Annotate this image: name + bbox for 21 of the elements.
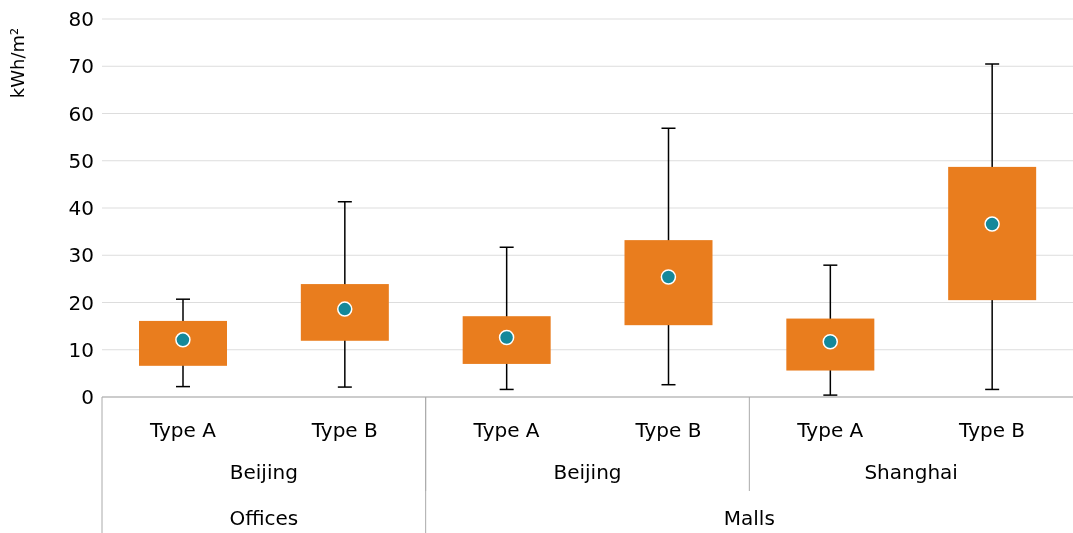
text: Beijing (229, 460, 298, 484)
text: Offices (229, 506, 299, 530)
y-tick-label: 60 (68, 101, 94, 126)
text: Malls (723, 506, 775, 530)
y-tick-label: 80 (68, 7, 94, 32)
x-tick-label: Type A (148, 418, 217, 443)
x-tick-label: Type A (472, 418, 540, 443)
text: Shanghai (864, 460, 958, 484)
y-tick-label: 0 (81, 385, 94, 410)
y-tick-label: 30 (68, 243, 94, 268)
text: Beijing (553, 460, 622, 484)
y-axis-title: kWh/m² (7, 27, 28, 99)
y-tick-label: 70 (68, 54, 94, 79)
x-tick-label: Type B (958, 418, 1026, 443)
x-tick-label: Type A (796, 418, 864, 443)
y-tick-label: 20 (68, 290, 94, 315)
y-tick-label: 40 (68, 196, 94, 221)
y-tick-label: 10 (68, 337, 94, 362)
y-tick-label: 50 (68, 148, 94, 173)
x-tick-label: Type B (634, 418, 702, 443)
x-tick-label: Type B (310, 418, 378, 443)
